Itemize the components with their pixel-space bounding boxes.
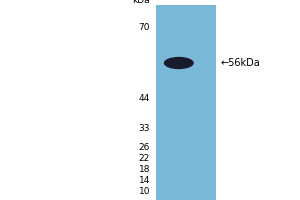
Text: 44: 44 bbox=[139, 94, 150, 103]
Text: 26: 26 bbox=[139, 143, 150, 152]
Ellipse shape bbox=[164, 57, 194, 69]
Text: ←56kDa: ←56kDa bbox=[220, 58, 260, 68]
Text: 70: 70 bbox=[139, 23, 150, 32]
FancyBboxPatch shape bbox=[156, 5, 216, 200]
Text: 33: 33 bbox=[139, 124, 150, 133]
Text: kDa: kDa bbox=[132, 0, 150, 5]
Text: 14: 14 bbox=[139, 176, 150, 185]
Text: 10: 10 bbox=[139, 187, 150, 196]
Text: 22: 22 bbox=[139, 154, 150, 163]
Text: 18: 18 bbox=[139, 165, 150, 174]
